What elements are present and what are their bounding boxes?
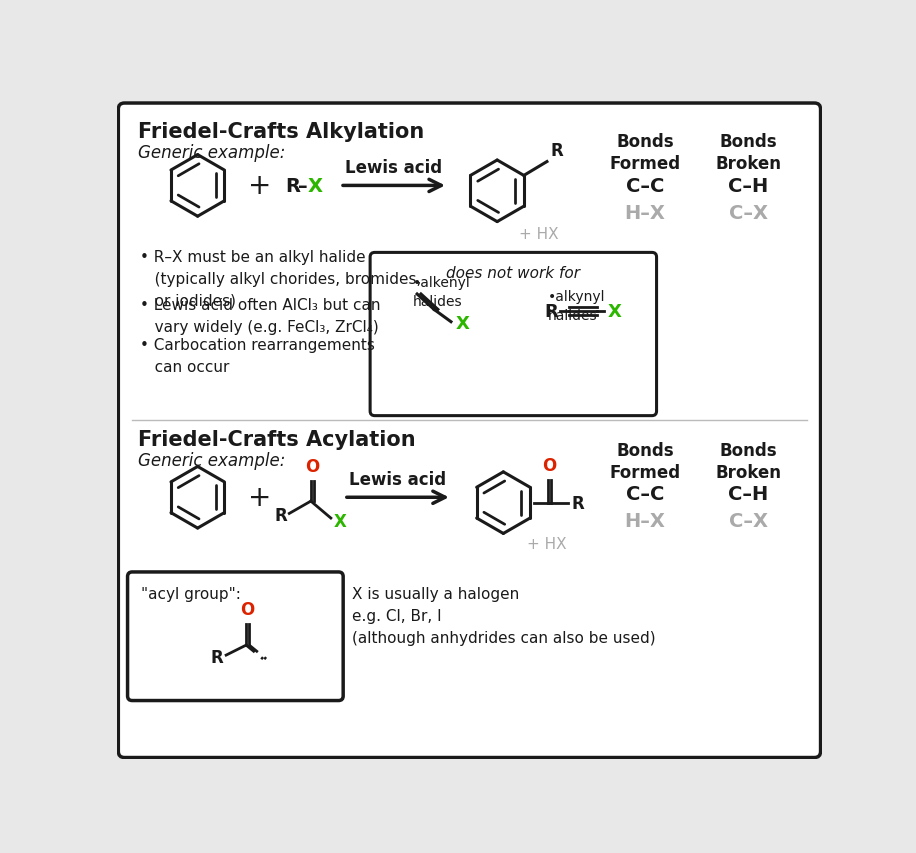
Text: Lewis acid: Lewis acid: [345, 159, 442, 177]
Text: –: –: [299, 177, 308, 195]
Text: R: R: [571, 494, 583, 512]
Text: R: R: [211, 648, 224, 666]
Text: R: R: [275, 507, 288, 525]
Text: Friedel-Crafts Acylation: Friedel-Crafts Acylation: [138, 430, 416, 450]
Text: R: R: [544, 303, 558, 321]
Text: Bonds
Broken: Bonds Broken: [715, 132, 781, 172]
Text: X is usually a halogen
e.g. Cl, Br, I
(although anhydrides can also be used): X is usually a halogen e.g. Cl, Br, I (a…: [353, 586, 656, 646]
Text: R: R: [551, 142, 563, 160]
Text: Bonds
Broken: Bonds Broken: [715, 442, 781, 482]
Text: • R–X must be an alkyl halide
   (typically alkyl chorides, bromides,
   or iodi: • R–X must be an alkyl halide (typically…: [140, 250, 421, 308]
FancyBboxPatch shape: [118, 104, 821, 757]
Text: O: O: [241, 601, 255, 618]
Text: H–X: H–X: [625, 204, 665, 223]
Text: C–X: C–X: [729, 204, 768, 223]
Text: O: O: [305, 457, 320, 475]
Text: Generic example:: Generic example:: [138, 451, 286, 469]
Text: + HX: + HX: [519, 227, 559, 242]
Text: Lewis acid: Lewis acid: [349, 471, 446, 489]
FancyBboxPatch shape: [127, 572, 344, 700]
FancyBboxPatch shape: [370, 253, 657, 416]
Text: Friedel-Crafts Alkylation: Friedel-Crafts Alkylation: [138, 122, 425, 142]
Text: + HX: + HX: [527, 537, 566, 551]
Text: "acyl group":: "acyl group":: [141, 586, 241, 601]
Text: X: X: [455, 315, 470, 333]
Text: O: O: [542, 456, 557, 474]
Text: C–H: C–H: [728, 485, 769, 503]
Text: •alkenyl
halides: •alkenyl halides: [413, 276, 471, 309]
Text: C–H: C–H: [728, 177, 769, 195]
Text: Generic example:: Generic example:: [138, 144, 286, 162]
Text: does not work for: does not work for: [446, 265, 581, 281]
Text: R: R: [285, 177, 300, 195]
Text: +: +: [247, 484, 271, 512]
Text: X: X: [607, 303, 621, 321]
Text: X: X: [334, 513, 347, 531]
Text: Bonds
Formed: Bonds Formed: [609, 132, 681, 172]
Text: +: +: [247, 172, 271, 200]
Text: C–X: C–X: [729, 511, 768, 531]
Text: C–C: C–C: [626, 177, 664, 195]
Text: Bonds
Formed: Bonds Formed: [609, 442, 681, 482]
Text: X: X: [308, 177, 323, 195]
Text: •alkynyl
halides: •alkynyl halides: [548, 290, 605, 322]
Text: H–X: H–X: [625, 511, 665, 531]
Text: C–C: C–C: [626, 485, 664, 503]
Text: • Carbocation rearrangements
   can occur: • Carbocation rearrangements can occur: [140, 338, 375, 374]
Text: • Lewis acid often AlCl₃ but can
   vary widely (e.g. FeCl₃, ZrCl₄): • Lewis acid often AlCl₃ but can vary wi…: [140, 298, 380, 334]
